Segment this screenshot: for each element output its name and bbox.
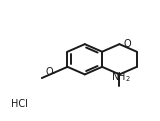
Text: HCl: HCl (11, 99, 28, 109)
Text: O: O (124, 39, 131, 49)
Text: O: O (45, 67, 53, 77)
Text: NH$_2$: NH$_2$ (111, 70, 131, 84)
